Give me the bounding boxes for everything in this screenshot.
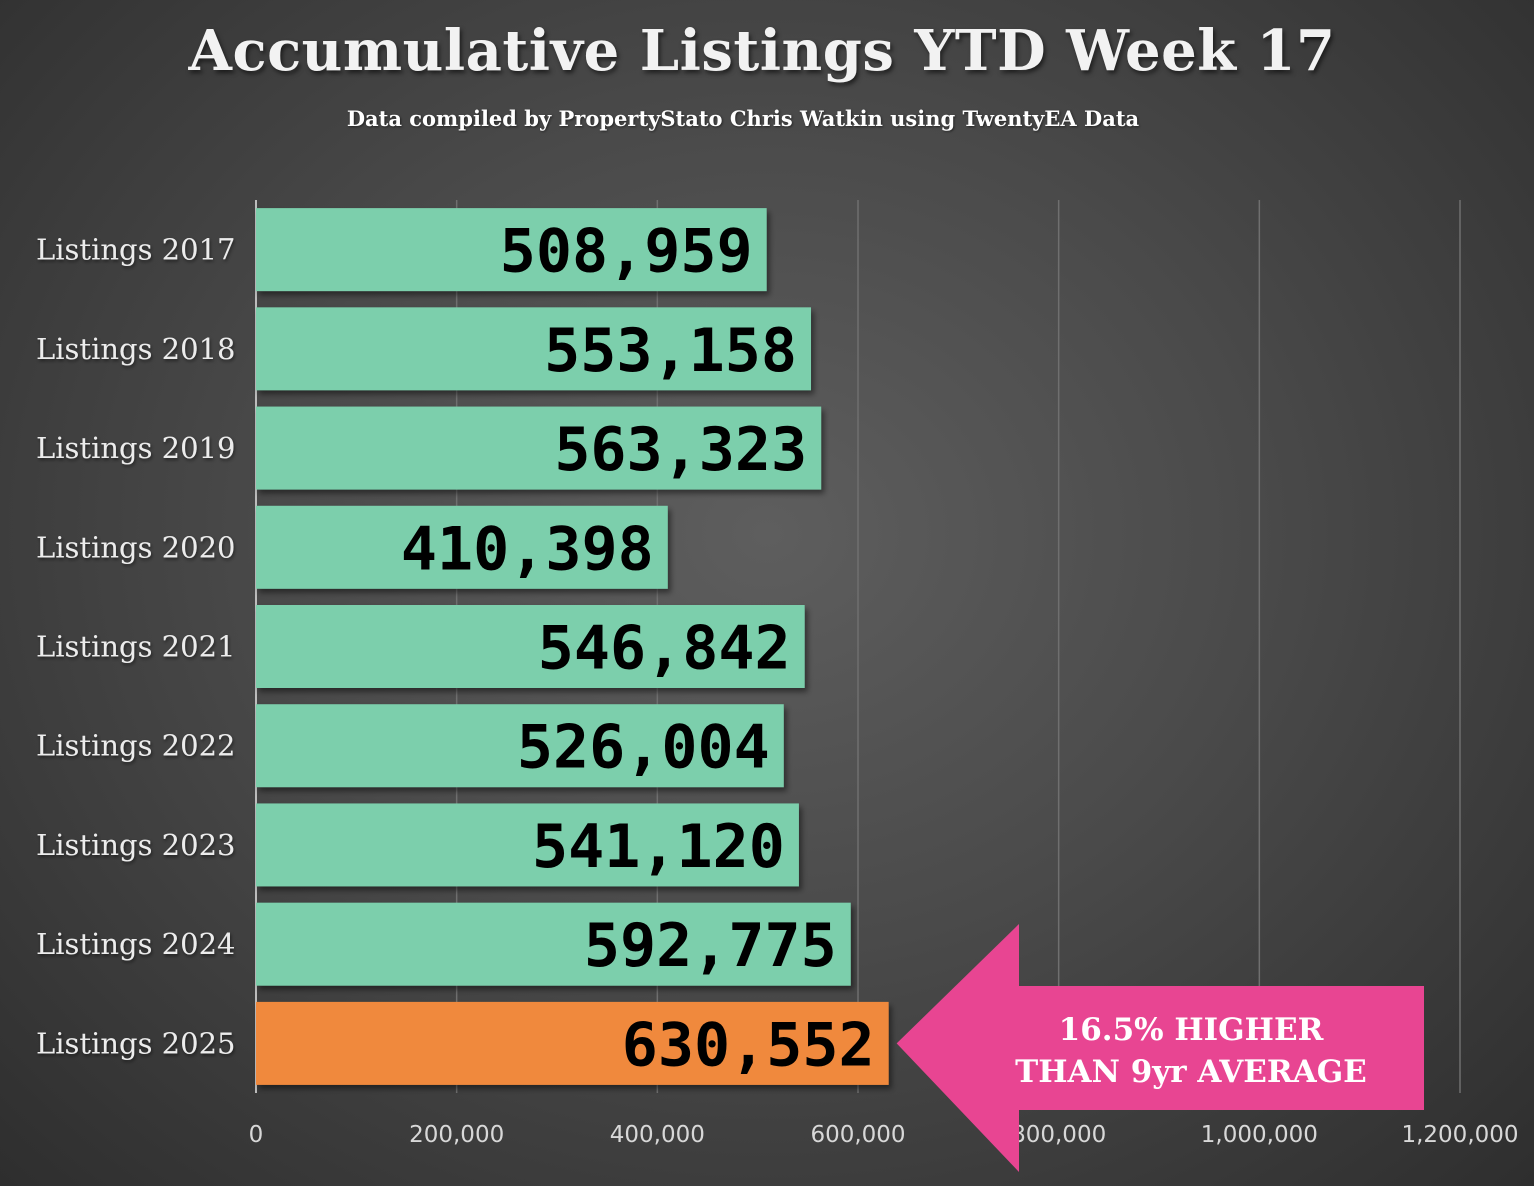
- x-tick-label: 400,000: [610, 1122, 705, 1148]
- callout-text-line2: THAN 9yr AVERAGE: [1015, 1054, 1367, 1090]
- bar: [256, 505, 668, 589]
- bar-value-label: 592,775: [584, 911, 837, 981]
- callout-text-line1: 16.5% HIGHER: [1059, 1012, 1324, 1048]
- bar-value-label: 526,004: [517, 713, 770, 783]
- x-tick-label: 0: [249, 1122, 264, 1148]
- category-label: Listings 2022: [36, 729, 236, 763]
- category-label: Listings 2024: [36, 927, 236, 961]
- category-label: Listings 2020: [36, 530, 236, 564]
- category-label: Listings 2017: [36, 233, 236, 267]
- bar-value-label: 563,323: [554, 415, 807, 485]
- x-tick-labels: 0 200,000 400,000 600,000 800,000 1,000,000 1,…: [249, 1122, 1519, 1148]
- bar-value-label: 630,552: [622, 1010, 875, 1080]
- bar-value-label: 546,842: [538, 614, 791, 684]
- x-tick-label: 1,000,000: [1201, 1122, 1318, 1148]
- chart-title: Accumulative Listings YTD Week 17: [188, 18, 1336, 84]
- bar: [256, 406, 822, 490]
- bar-value-label: 508,959: [500, 217, 753, 287]
- bar-value-label: 553,158: [544, 316, 797, 386]
- callout-arrow: 16.5% HIGHER THAN 9yr AVERAGE: [896, 924, 1424, 1172]
- category-label: Listings 2018: [36, 332, 236, 366]
- bar: [256, 307, 812, 391]
- bar: [256, 704, 784, 788]
- chart-subtitle: Data compiled by PropertyStato Chris Wat…: [346, 106, 1140, 131]
- x-tick-label: 800,000: [1011, 1122, 1106, 1148]
- bar: [256, 902, 851, 986]
- bar: [256, 803, 799, 887]
- x-tick-label: 1,200,000: [1401, 1122, 1518, 1148]
- bar: [256, 605, 805, 688]
- category-label: Listings 2025: [36, 1026, 236, 1060]
- category-label: Listings 2021: [36, 630, 236, 664]
- callout-arrow-shape: [896, 924, 1424, 1172]
- bar-value-label: 410,398: [401, 514, 654, 584]
- bar-value-label: 541,120: [532, 812, 785, 882]
- bars: 508,959 553,158 563,323 410,398 546,842 526,0…: [256, 208, 889, 1085]
- x-tick-label: 200,000: [409, 1122, 504, 1148]
- x-tick-label: 600,000: [810, 1122, 905, 1148]
- category-label: Listings 2019: [36, 431, 236, 465]
- bar: [256, 208, 767, 292]
- bar: [256, 1001, 889, 1085]
- category-label: Listings 2023: [36, 828, 236, 862]
- category-labels: Listings 2017 Listings 2018 Listings 2019 L…: [36, 233, 236, 1061]
